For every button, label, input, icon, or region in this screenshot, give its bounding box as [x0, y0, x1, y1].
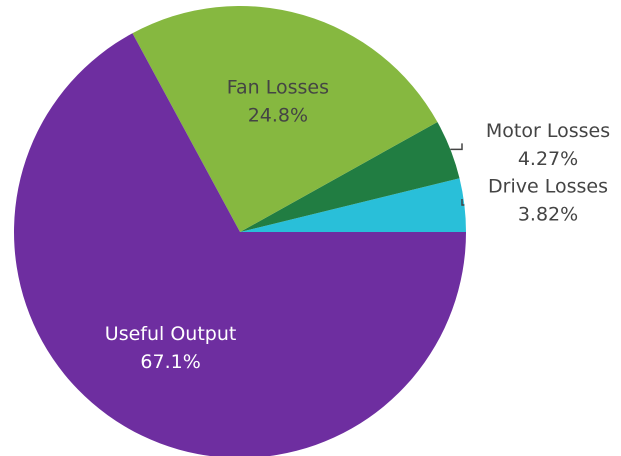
slice-value: 67.1% [140, 351, 200, 373]
pie-slice [240, 178, 466, 232]
leader-line [450, 143, 463, 151]
pie-slice [14, 33, 466, 456]
slice-label: Motor Losses [486, 120, 610, 142]
slice-value: 4.27% [518, 148, 578, 170]
pie-slice [240, 121, 460, 232]
slice-value: 24.8% [248, 104, 308, 126]
slice-label: Drive Losses [488, 175, 608, 197]
leader-line [461, 198, 465, 206]
slice-label: Useful Output [105, 323, 237, 345]
slice-value: 3.82% [518, 203, 578, 225]
slice-label: Fan Losses [227, 76, 329, 98]
pie-slice [132, 5, 438, 232]
